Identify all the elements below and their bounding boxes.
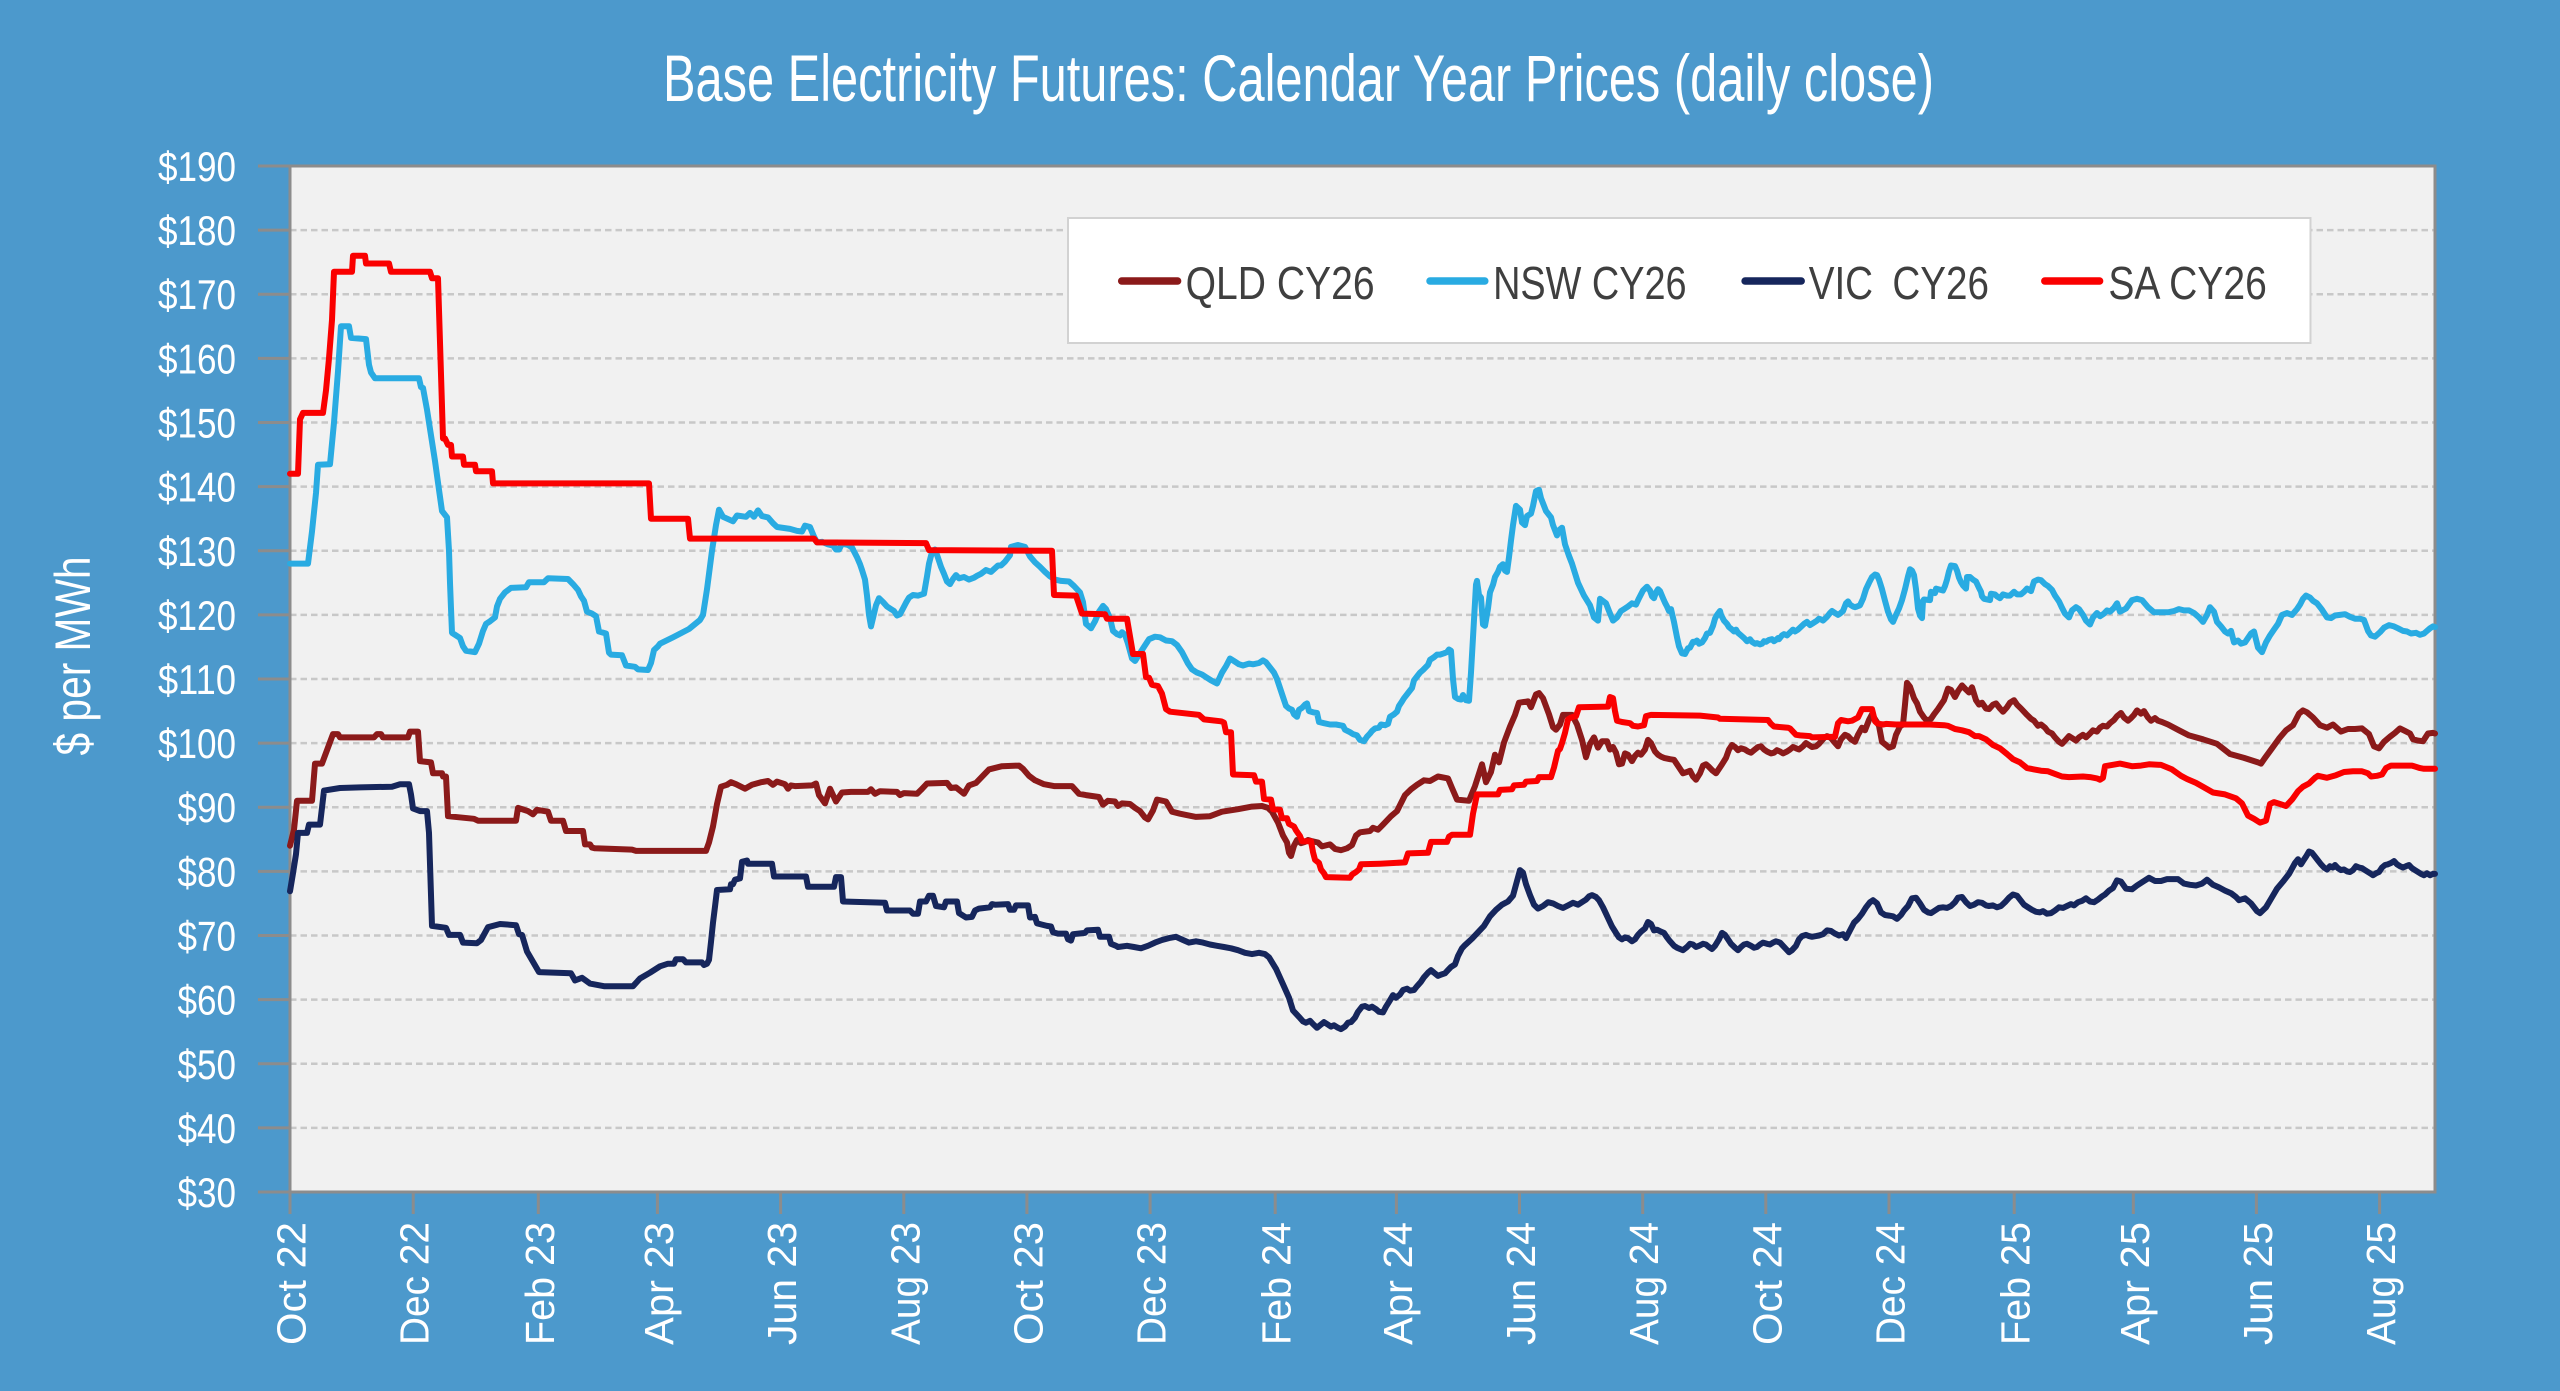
svg-text:$40: $40	[178, 1105, 237, 1152]
svg-text:Aug 25: Aug 25	[2358, 1222, 2404, 1345]
svg-text:Dec 24: Dec 24	[1868, 1222, 1914, 1345]
svg-text:$170: $170	[158, 271, 236, 318]
svg-text:Feb 24: Feb 24	[1254, 1222, 1300, 1345]
svg-text:$190: $190	[158, 143, 236, 190]
svg-text:SA CY26: SA CY26	[2108, 257, 2266, 309]
svg-text:Jun 25: Jun 25	[2235, 1222, 2281, 1345]
svg-text:Apr 25: Apr 25	[2112, 1222, 2158, 1345]
svg-text:$160: $160	[158, 335, 236, 382]
svg-text:Feb 25: Feb 25	[1993, 1222, 2039, 1345]
svg-text:$60: $60	[178, 977, 237, 1024]
svg-text:VIC CY26: VIC CY26	[1809, 257, 1989, 309]
svg-text:$90: $90	[178, 784, 237, 831]
svg-text:$ per MWh: $ per MWh	[45, 557, 101, 756]
svg-text:$130: $130	[158, 528, 236, 575]
svg-text:Oct 23: Oct 23	[1005, 1222, 1051, 1345]
svg-text:Dec 22: Dec 22	[392, 1222, 438, 1345]
svg-text:Oct 22: Oct 22	[269, 1222, 315, 1345]
svg-text:$140: $140	[158, 464, 236, 511]
svg-text:Apr 24: Apr 24	[1375, 1222, 1421, 1345]
svg-text:Base Electricity Futures: Cale: Base Electricity Futures: Calendar Year …	[663, 41, 1934, 115]
svg-text:Aug 23: Aug 23	[882, 1222, 928, 1345]
svg-text:Apr 23: Apr 23	[636, 1222, 682, 1345]
svg-text:$100: $100	[158, 720, 236, 767]
svg-text:Feb 23: Feb 23	[517, 1222, 563, 1345]
svg-text:Aug 24: Aug 24	[1621, 1222, 1667, 1345]
svg-text:$70: $70	[178, 913, 237, 960]
svg-text:QLD CY26: QLD CY26	[1186, 257, 1375, 309]
svg-text:$50: $50	[178, 1041, 237, 1088]
svg-text:NSW CY26: NSW CY26	[1493, 257, 1687, 309]
svg-text:$180: $180	[158, 207, 236, 254]
svg-text:$80: $80	[178, 848, 237, 895]
svg-text:Jun 23: Jun 23	[759, 1222, 805, 1345]
svg-text:$30: $30	[178, 1169, 237, 1216]
svg-text:$110: $110	[158, 656, 236, 703]
svg-text:Jun 24: Jun 24	[1498, 1222, 1544, 1345]
svg-text:Oct 24: Oct 24	[1744, 1222, 1790, 1345]
svg-text:$120: $120	[158, 592, 236, 639]
svg-text:Dec 23: Dec 23	[1129, 1222, 1175, 1345]
svg-text:$150: $150	[158, 400, 236, 447]
